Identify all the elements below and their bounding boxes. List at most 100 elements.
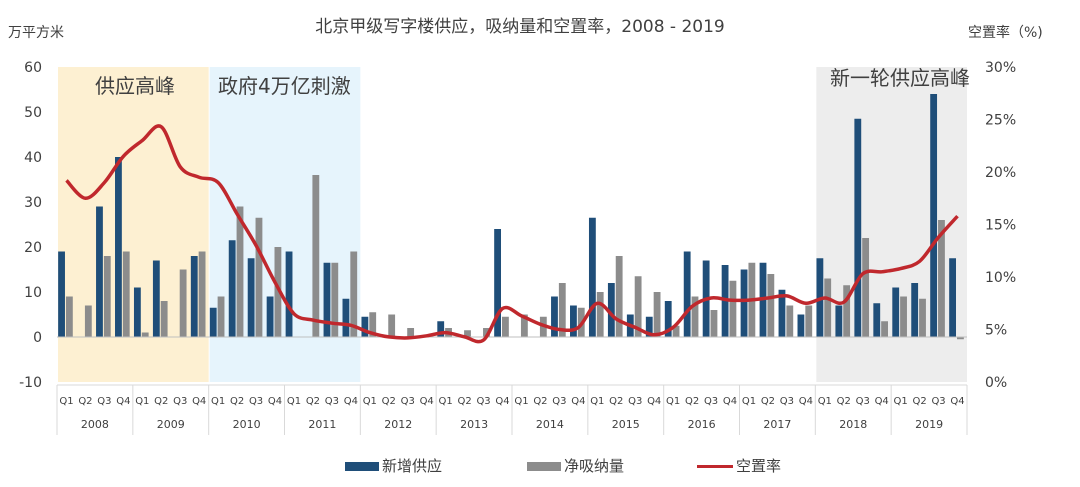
x-year-label: 2011 <box>308 418 336 431</box>
x-quarter-label: Q3 <box>401 396 415 407</box>
legend-swatch-supply <box>345 462 379 471</box>
bar-absorption <box>65 296 73 337</box>
bar-supply <box>58 251 65 337</box>
right-axis-title: 空置率（%) <box>968 25 1043 41</box>
bar-absorption <box>255 217 263 337</box>
chart-title: 北京甲级写字楼供应，吸纳量和空置率，2008 - 2019 <box>315 17 725 37</box>
x-quarter-label: Q1 <box>211 396 225 407</box>
bar-supply <box>437 321 445 337</box>
bar-supply <box>494 229 502 337</box>
x-quarter-label: Q1 <box>363 396 377 407</box>
x-year-label: 2010 <box>233 418 261 431</box>
right-tick-label: 20% <box>985 165 1016 181</box>
bar-absorption <box>615 256 623 337</box>
legend-label-supply: 新增供应 <box>382 457 443 475</box>
bar-absorption <box>710 310 718 337</box>
x-quarter-label: Q2 <box>457 396 471 407</box>
x-year-label: 2008 <box>81 418 109 431</box>
band-label-1: 供应高峰 <box>95 74 175 98</box>
bar-supply <box>323 262 331 337</box>
bar-supply <box>342 298 350 337</box>
x-quarter-label: Q2 <box>78 396 92 407</box>
bar-supply <box>588 217 596 337</box>
x-quarter-label: Q2 <box>154 396 168 407</box>
right-tick-label: 5% <box>985 323 1007 339</box>
x-quarter-label: Q4 <box>420 396 434 407</box>
bar-supply <box>892 287 900 337</box>
bar-supply <box>645 316 653 337</box>
left-tick-label: 50 <box>24 105 42 121</box>
bar-absorption <box>236 206 244 337</box>
bar-absorption <box>634 276 642 337</box>
x-year-label: 2009 <box>157 418 185 431</box>
x-quarter-label: Q4 <box>344 396 358 407</box>
bar-absorption <box>938 220 945 337</box>
x-quarter-label: Q2 <box>382 396 396 407</box>
legend: 新增供应 净吸纳量 空置率 <box>0 455 1080 477</box>
x-quarter-label: Q1 <box>894 396 908 407</box>
bar-absorption <box>464 330 471 337</box>
vacancy-line <box>65 124 959 344</box>
x-year-label: 2018 <box>839 418 867 431</box>
bar-absorption <box>520 314 528 337</box>
bar-supply <box>133 287 141 337</box>
bar-supply <box>835 305 843 337</box>
x-quarter-label: Q4 <box>268 396 282 407</box>
bar-supply <box>285 251 293 337</box>
right-tick-label: 0% <box>985 375 1007 391</box>
x-quarter-label: Q3 <box>780 396 794 407</box>
x-quarter-label: Q1 <box>742 396 756 407</box>
x-quarter-label: Q2 <box>685 396 699 407</box>
x-quarter-label: Q2 <box>837 396 851 407</box>
left-tick-label: 10 <box>24 285 42 301</box>
bar-supply <box>797 314 805 337</box>
x-quarter-label: Q2 <box>306 396 320 407</box>
x-quarter-label: Q3 <box>325 396 339 407</box>
bar-absorption <box>672 325 680 337</box>
bar-absorption <box>900 296 907 337</box>
bar-absorption <box>843 285 851 337</box>
x-quarter-label: Q3 <box>552 396 566 407</box>
x-quarter-label: Q3 <box>476 396 490 407</box>
bar-absorption <box>331 262 339 337</box>
x-quarter-label: Q1 <box>135 396 149 407</box>
x-year-label: 2012 <box>384 418 412 431</box>
right-tick-label: 15% <box>985 218 1016 234</box>
bar-absorption <box>483 328 490 337</box>
x-quarter-label: Q3 <box>856 396 870 407</box>
x-quarter-label: Q3 <box>931 396 945 407</box>
x-quarter-label: Q3 <box>173 396 187 407</box>
x-quarter-label: Q4 <box>495 396 509 407</box>
bar-supply <box>152 260 160 337</box>
bar-absorption <box>653 292 661 337</box>
bar-supply <box>873 303 881 337</box>
bar-supply <box>949 258 957 337</box>
bar-supply <box>266 296 274 337</box>
bar-absorption <box>558 283 566 337</box>
legend-swatch-absorption <box>527 462 561 471</box>
left-tick-label: 60 <box>24 60 42 76</box>
bar-supply <box>911 283 919 337</box>
x-quarter-label: Q4 <box>799 396 813 407</box>
bar-supply <box>778 289 786 337</box>
bar-absorption <box>786 305 794 337</box>
left-tick-label: -10 <box>19 375 42 391</box>
x-quarter-label: Q1 <box>590 396 604 407</box>
bar-supply <box>190 256 198 337</box>
bar-supply <box>247 258 255 337</box>
bar-absorption <box>407 328 415 337</box>
x-quarter-label: Q2 <box>609 396 623 407</box>
x-year-label: 2019 <box>915 418 943 431</box>
bar-absorption <box>103 256 111 337</box>
bar-absorption <box>824 278 832 337</box>
bar-absorption <box>862 238 870 337</box>
x-quarter-label: Q1 <box>439 396 453 407</box>
bar-absorption <box>274 247 282 337</box>
x-quarter-label: Q4 <box>192 396 206 407</box>
left-tick-label: 0 <box>33 330 42 346</box>
bar-absorption <box>84 305 92 337</box>
x-quarter-label: Q1 <box>287 396 301 407</box>
bar-supply <box>361 316 369 337</box>
left-tick-label: 40 <box>24 150 42 166</box>
